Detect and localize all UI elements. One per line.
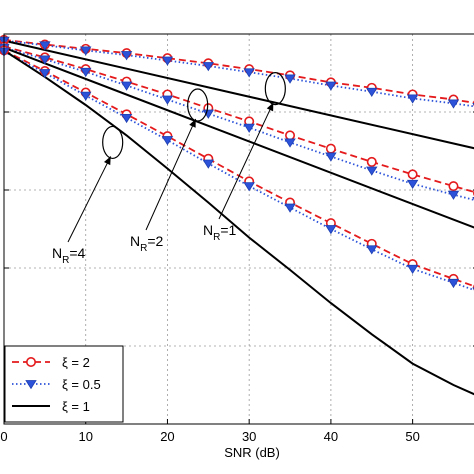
annotation-label-0: NR=4 [52,245,86,266]
data-point-7-1 [39,69,51,79]
data-point-7-2 [80,91,92,101]
x-tick-label-2: 20 [160,429,174,444]
data-point-3-9 [366,156,377,167]
annotation-arrow-2 [218,102,274,220]
data-point-4-8 [325,152,337,162]
annotation-arrowhead-1 [189,118,196,128]
series-line-nr4-xi-1 [3,49,474,396]
legend-label-0: ξ = 2 [62,355,90,370]
data-point-4-1 [39,55,51,65]
data-point-4-11 [447,190,460,200]
data-point-1-5 [202,62,215,72]
data-point-3-10 [407,169,418,180]
annotation-arrow-0 [67,156,112,243]
data-point-7-3 [120,113,133,124]
annotation-ellipse-1 [187,88,209,122]
annotation-ellipse-2 [264,71,286,106]
data-point-3-7 [285,130,296,141]
data-point-7-10 [406,264,419,275]
x-tick-label-4: 40 [324,429,338,444]
data-point-7-5 [202,159,215,169]
data-point-4-6 [243,123,255,133]
x-tick-label-0: 0 [0,429,7,444]
data-point-4-4 [161,95,174,105]
legend-marker-1 [25,380,37,390]
data-point-7-11 [447,278,460,289]
data-point-4-2 [80,67,92,78]
data-point-1-8 [325,81,337,91]
x-tick-label-3: 30 [242,429,256,444]
data-point-4-7 [284,138,296,148]
annotation-arrowhead-0 [103,156,111,166]
data-point-1-9 [366,87,378,97]
data-point-4-3 [120,81,133,91]
data-point-1-4 [161,56,174,66]
data-point-4-9 [366,166,378,176]
data-point-7-4 [161,136,174,146]
series-line-nr2-xi-1 [3,46,474,229]
annotation-ellipse-0 [102,125,124,160]
plot-frame [3,33,474,425]
data-point-4-10 [406,179,419,190]
x-tick-label-1: 10 [78,429,92,444]
x-axis-ticks: 0 10 20 30 40 50 [0,111,474,444]
data-point-1-6 [243,68,255,78]
annotation-label-1: NR=2 [130,233,164,254]
data-point-3-8 [325,143,336,154]
annotation-label-2: NR=1 [203,222,237,243]
legend: ξ = 2 ξ = 0.5 ξ = 1 [4,345,124,423]
legend-label-2: ξ = 1 [62,399,90,414]
data-point-1-1 [39,41,51,51]
data-point-7-6 [243,182,255,192]
annotations: NR=4 NR=2 NR=1 [52,71,286,266]
legend-label-1: ξ = 0.5 [62,377,101,392]
data-point-7-8 [325,225,337,235]
x-tick-label-5: 50 [405,429,419,444]
annotation-arrowhead-2 [266,102,274,112]
series-line-nr1-xi-1 [3,39,474,150]
data-point-1-11 [447,99,460,109]
data-point-3-11 [448,181,459,192]
data-point-1-10 [406,94,419,104]
data-point-7-9 [366,245,378,255]
legend-marker-0 [25,356,36,367]
data-point-1-3 [120,51,133,61]
data-point-1-2 [80,46,92,56]
x-axis-label: SNR (dB) [224,445,280,460]
data-point-7-7 [284,203,296,213]
data-point-1-7 [284,74,296,84]
annotation-arrow-1 [145,118,197,231]
